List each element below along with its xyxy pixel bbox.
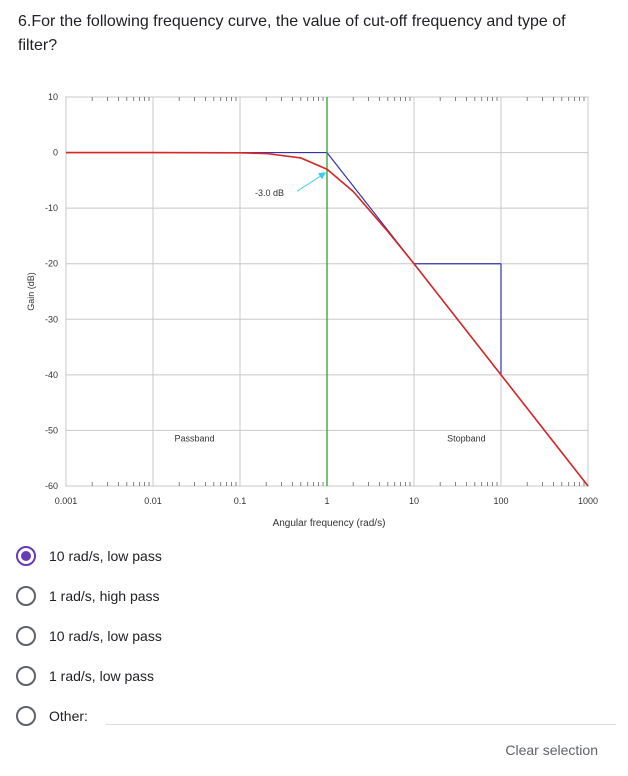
- radio-option-4[interactable]: [16, 666, 36, 686]
- db-label: -3.0 dB: [255, 188, 284, 198]
- y-tick-label: -50: [45, 425, 58, 435]
- x-tick-label: 10: [409, 496, 419, 506]
- y-tick-label: -30: [45, 314, 58, 324]
- y-tick-label: 10: [48, 92, 58, 102]
- option-1[interactable]: 10 rad/s, low pass: [16, 536, 616, 576]
- response-curve: [66, 151, 589, 487]
- x-tick-label: 1000: [578, 496, 598, 506]
- option-1-label: 10 rad/s, low pass: [49, 548, 162, 564]
- y-axis-label: Gain (dB): [26, 272, 36, 311]
- stopband-label: Stopband: [447, 434, 486, 444]
- clear-selection-button[interactable]: Clear selection: [505, 742, 598, 758]
- chart-svg: 100-10-20-30-40-50-600.001 0.01 0.1 1 10 100 1…: [26, 92, 598, 529]
- frequency-response-chart: 10 0 -10 -20 -30 -40 -50 -60 0.001 0.01 0.1 1 10 100 1…: [0, 80, 628, 540]
- x-tick-label: 0.01: [144, 496, 162, 506]
- y-tick-label: -20: [45, 259, 58, 269]
- option-4-label: 1 rad/s, low pass: [49, 668, 155, 684]
- radio-option-other[interactable]: [16, 706, 36, 726]
- x-tick-label: 0.1: [234, 496, 247, 506]
- x-tick-label: 1: [324, 496, 329, 506]
- y-tick-label: 0: [53, 148, 58, 158]
- option-3[interactable]: 10 rad/s, low pass: [16, 616, 616, 656]
- radio-option-3[interactable]: [16, 626, 36, 646]
- other-text-input[interactable]: [106, 724, 616, 725]
- x-tick-label: 100: [493, 496, 508, 506]
- passband-label: Passband: [174, 434, 214, 444]
- x-tick-label: 0.001: [55, 496, 78, 506]
- x-axis-label: Angular frequency (rad/s): [273, 518, 386, 529]
- y-tick-label: -40: [45, 370, 58, 380]
- option-2-label: 1 rad/s, high pass: [49, 588, 160, 604]
- db-arrowhead: [318, 172, 326, 180]
- question-title: 6.For the following frequency curve, the…: [18, 13, 566, 54]
- radio-option-1[interactable]: [16, 546, 36, 566]
- option-4[interactable]: 1 rad/s, low pass: [16, 656, 616, 696]
- option-other[interactable]: Other:: [16, 696, 616, 736]
- option-3-label: 10 rad/s, low pass: [49, 628, 162, 644]
- radio-option-2[interactable]: [16, 586, 36, 606]
- option-2[interactable]: 1 rad/s, high pass: [16, 576, 616, 616]
- y-tick-label: -60: [45, 481, 58, 491]
- option-other-label: Other:: [49, 708, 88, 724]
- y-tick-label: -10: [45, 203, 58, 213]
- answer-options: 10 rad/s, low pass 1 rad/s, high pass 10…: [16, 536, 616, 736]
